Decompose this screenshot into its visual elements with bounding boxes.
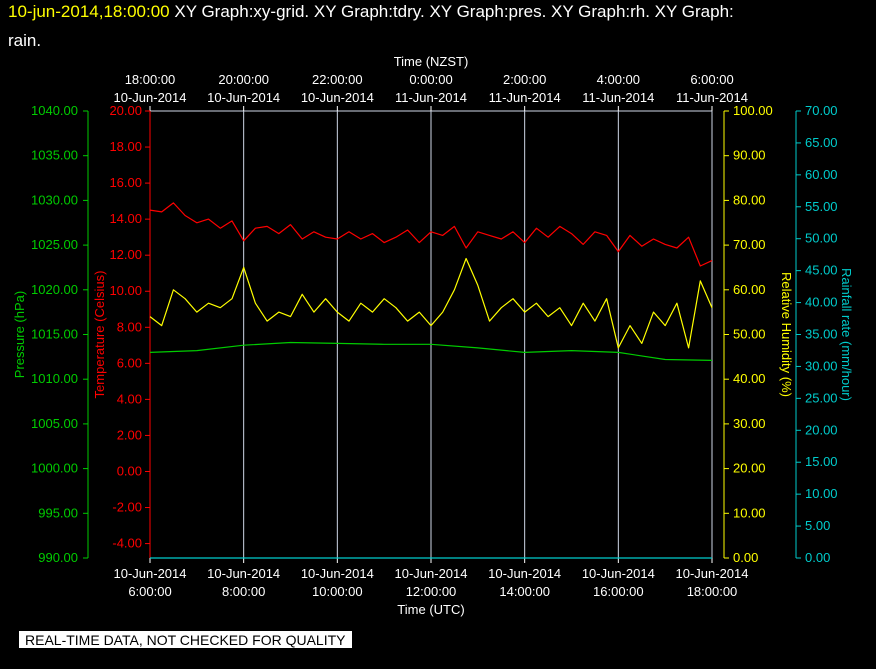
rain-tick-label: 20.00 xyxy=(805,422,838,437)
top-tick-label-time: 2:00:00 xyxy=(503,72,546,87)
rain-tick-label: 50.00 xyxy=(805,231,838,246)
temperature-tick-label: 2.00 xyxy=(117,427,142,442)
rain-tick-label: 5.00 xyxy=(805,518,830,533)
bottom-tick-label-date: 10-Jun-2014 xyxy=(114,566,187,581)
quality-disclaimer: REAL-TIME DATA, NOT CHECKED FOR QUALITY xyxy=(19,631,353,648)
humidity-tick-label: 30.00 xyxy=(733,416,766,431)
humidity-tick-label: 70.00 xyxy=(733,237,766,252)
humidity-tick-label: 10.00 xyxy=(733,505,766,520)
rain-tick-label: 65.00 xyxy=(805,135,838,150)
temperature-axis-title: Temperature (Celsius) xyxy=(92,271,107,399)
temperature-tick-label: 12.00 xyxy=(109,247,142,262)
humidity-tick-label: 60.00 xyxy=(733,282,766,297)
humidity-tick-label: 20.00 xyxy=(733,461,766,476)
top-tick-label-time: 0:00:00 xyxy=(409,72,452,87)
bottom-tick-label-time: 14:00:00 xyxy=(499,584,550,599)
pressure-series-line xyxy=(149,341,713,361)
rain-axis-title: Rainfall rate (mm/hour) xyxy=(839,268,854,401)
chart-title-line-2: rain. xyxy=(8,31,42,50)
rain-tick-label: 70.00 xyxy=(805,103,838,118)
temperature-tick-label: 10.00 xyxy=(109,283,142,298)
top-tick-label-time: 6:00:00 xyxy=(690,72,733,87)
rain-tick-label: 45.00 xyxy=(805,263,838,278)
top-tick-label-date: 11-Jun-2014 xyxy=(489,90,561,105)
pressure-tick-label: 1040.00 xyxy=(31,103,78,118)
top-axis-label: Time (NZST) xyxy=(394,54,469,69)
humidity-tick-label: 80.00 xyxy=(733,192,766,207)
bottom-tick-label-date: 10-Jun-2014 xyxy=(301,566,374,581)
temperature-tick-label: 6.00 xyxy=(117,355,142,370)
bottom-tick-label-time: 6:00:00 xyxy=(128,584,171,599)
top-tick-label-date: 11-Jun-2014 xyxy=(395,90,467,105)
pressure-tick-label: 1025.00 xyxy=(31,237,78,252)
humidity-tick-label: 100.00 xyxy=(733,103,773,118)
bottom-tick-label-date: 10-Jun-2014 xyxy=(207,566,280,581)
chart-timestamp: 10-jun-2014,18:00:00 xyxy=(8,2,170,21)
rain-tick-label: 15.00 xyxy=(805,454,838,469)
rain-tick-label: 55.00 xyxy=(805,199,838,214)
rain-tick-label: 40.00 xyxy=(805,295,838,310)
top-tick-label-date: 10-Jun-2014 xyxy=(301,90,374,105)
top-tick-label-date: 10-Jun-2014 xyxy=(114,90,187,105)
rain-tick-label: 10.00 xyxy=(805,486,838,501)
humidity-tick-label: 40.00 xyxy=(733,371,766,386)
bottom-tick-label-time: 16:00:00 xyxy=(593,584,644,599)
temperature-tick-label: 14.00 xyxy=(109,211,142,226)
humidity-axis-title: Relative Humidity (%) xyxy=(779,272,794,397)
top-tick-label-date: 11-Jun-2014 xyxy=(676,90,748,105)
pressure-tick-label: 995.00 xyxy=(38,505,78,520)
bottom-tick-label-date: 10-Jun-2014 xyxy=(488,566,561,581)
chart-title-graph-list: XY Graph:xy-grid. XY Graph:tdry. XY Grap… xyxy=(169,2,734,21)
bottom-tick-label-date: 10-Jun-2014 xyxy=(582,566,655,581)
bottom-tick-label-date: 10-Jun-2014 xyxy=(395,566,468,581)
temperature-tick-label: -2.00 xyxy=(112,500,142,515)
pressure-tick-label: 1030.00 xyxy=(31,192,78,207)
humidity-tick-label: 0.00 xyxy=(733,550,758,565)
rain-tick-label: 30.00 xyxy=(805,358,838,373)
temperature-tick-label: -4.00 xyxy=(112,536,142,551)
temperature-tick-label: 8.00 xyxy=(117,319,142,334)
pressure-tick-label: 1020.00 xyxy=(31,282,78,297)
pressure-tick-label: 1005.00 xyxy=(31,416,78,431)
bottom-tick-label-time: 12:00:00 xyxy=(406,584,457,599)
temperature-tick-label: 0.00 xyxy=(117,463,142,478)
humidity-series-line xyxy=(149,257,713,349)
rain-tick-label: 35.00 xyxy=(805,327,838,342)
temperature-series-line xyxy=(149,202,713,267)
bottom-tick-label-date: 10-Jun-2014 xyxy=(676,566,749,581)
pressure-tick-label: 1000.00 xyxy=(31,461,78,476)
pressure-tick-label: 1035.00 xyxy=(31,148,78,163)
bottom-tick-label-time: 18:00:00 xyxy=(687,584,738,599)
temperature-tick-label: 16.00 xyxy=(109,175,142,190)
pressure-axis-title: Pressure (hPa) xyxy=(12,291,27,378)
top-tick-label-time: 20:00:00 xyxy=(218,72,269,87)
top-tick-label-date: 10-Jun-2014 xyxy=(207,90,280,105)
pressure-tick-label: 1015.00 xyxy=(31,327,78,342)
pressure-tick-label: 990.00 xyxy=(38,550,78,565)
top-tick-label-time: 22:00:00 xyxy=(312,72,363,87)
temperature-tick-label: 4.00 xyxy=(117,391,142,406)
top-tick-label-time: 18:00:00 xyxy=(125,72,176,87)
rain-tick-label: 25.00 xyxy=(805,390,838,405)
bottom-tick-label-time: 8:00:00 xyxy=(222,584,265,599)
chart-title-line-1: 10-jun-2014,18:00:00 XY Graph:xy-grid. X… xyxy=(8,2,734,22)
pressure-tick-label: 1010.00 xyxy=(31,371,78,386)
top-tick-label-date: 11-Jun-2014 xyxy=(582,90,654,105)
temperature-tick-label: 20.00 xyxy=(109,103,142,118)
humidity-tick-label: 50.00 xyxy=(733,327,766,342)
temperature-tick-label: 18.00 xyxy=(109,139,142,154)
top-tick-label-time: 4:00:00 xyxy=(597,72,640,87)
bottom-axis-label: Time (UTC) xyxy=(397,602,464,617)
humidity-tick-label: 90.00 xyxy=(733,148,766,163)
rain-tick-label: 0.00 xyxy=(805,550,830,565)
bottom-tick-label-time: 10:00:00 xyxy=(312,584,363,599)
rain-tick-label: 60.00 xyxy=(805,167,838,182)
